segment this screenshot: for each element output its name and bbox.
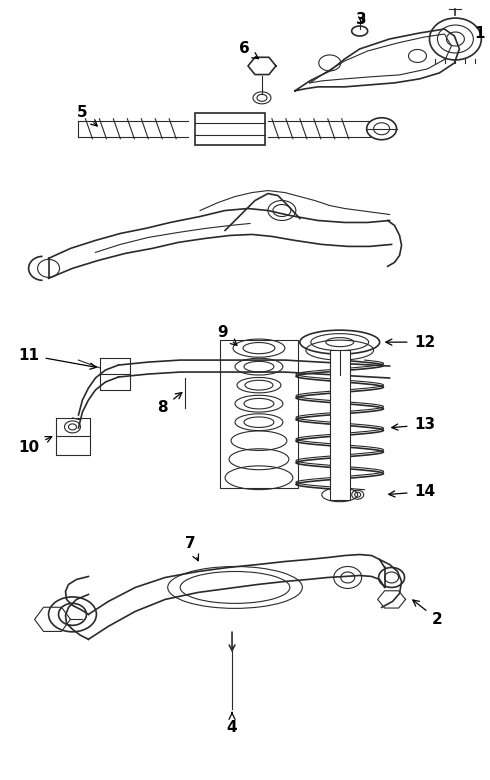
Text: 7: 7	[185, 536, 198, 561]
Bar	[195, 113, 265, 145]
Text: 9: 9	[217, 324, 237, 346]
Text: 10: 10	[18, 437, 52, 456]
Text: 12: 12	[386, 335, 435, 349]
Text: 11: 11	[18, 348, 97, 369]
Text: 13: 13	[392, 417, 435, 432]
Bar	[220, 340, 298, 488]
Text: 2: 2	[413, 600, 443, 627]
Text: 3: 3	[356, 12, 367, 27]
Bar	[330, 350, 350, 500]
Text: 14: 14	[389, 484, 435, 499]
Text: 6: 6	[239, 41, 259, 58]
Text: 8: 8	[157, 392, 182, 416]
Text: 1: 1	[474, 26, 485, 41]
Text: 5: 5	[77, 105, 98, 126]
Text: 4: 4	[227, 712, 237, 735]
